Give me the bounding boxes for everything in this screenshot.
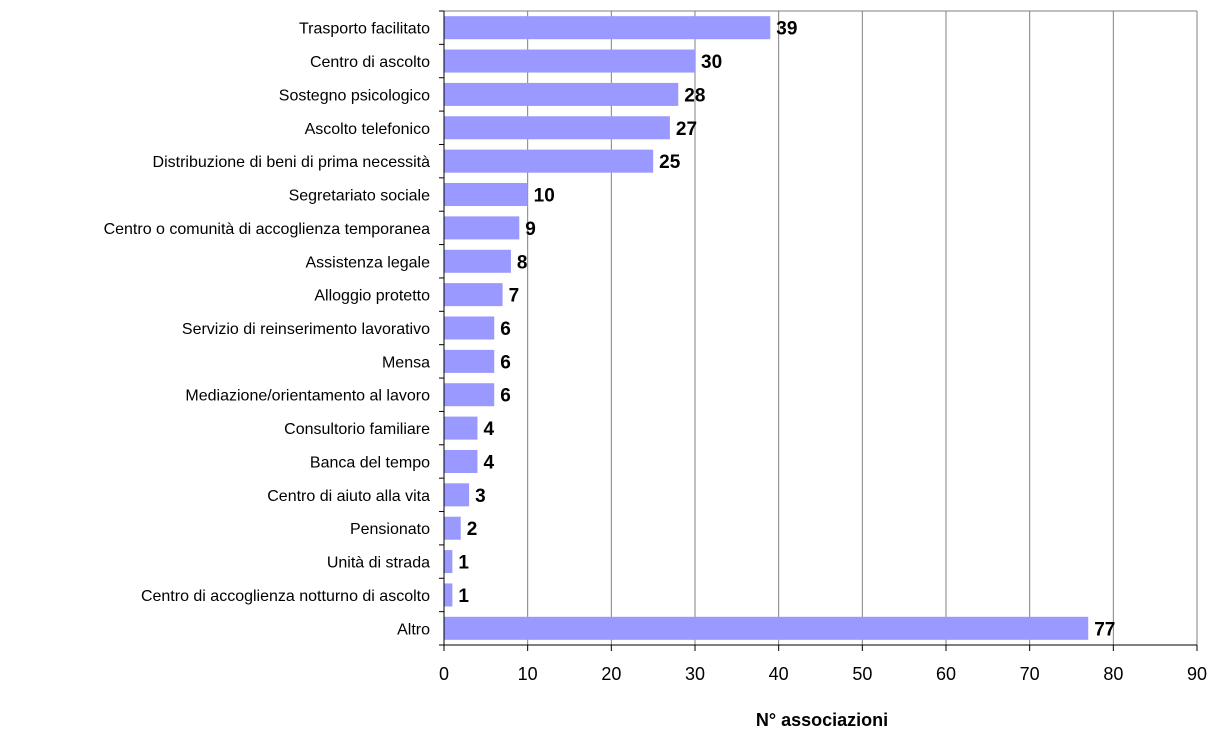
data-label: 9 (525, 219, 536, 240)
category-label: Consultorio familiare (284, 421, 430, 438)
data-label: 6 (500, 352, 511, 373)
category-label: Ascolto telefonico (305, 121, 431, 138)
bar (444, 183, 528, 207)
bar (444, 82, 679, 106)
bar (444, 49, 695, 73)
data-label: 1 (458, 553, 469, 574)
category-label: Centro o comunità di accoglienza tempora… (104, 221, 431, 238)
x-tick-label: 70 (1020, 664, 1040, 684)
x-tick-label: 90 (1187, 664, 1207, 684)
bar (444, 116, 670, 140)
data-label: 39 (776, 19, 797, 40)
category-label: Sostegno psicologico (279, 87, 430, 104)
category-labels: Trasporto facilitato Centro di ascolto Sos… (104, 21, 431, 639)
data-label: 3 (475, 486, 486, 507)
data-label: 4 (483, 419, 494, 440)
x-tick-labels: 0 10 20 30 40 50 60 70 80 90 (439, 664, 1207, 684)
data-label: 30 (701, 52, 722, 73)
axes (439, 10, 1198, 651)
category-label: Unità di strada (327, 555, 430, 572)
bar (444, 416, 478, 440)
category-label: Trasporto facilitato (299, 21, 430, 38)
x-tick-label: 80 (1103, 664, 1123, 684)
category-label: Distribuzione di beni di prima necessità (153, 154, 431, 171)
data-label: 10 (534, 186, 555, 207)
category-label: Mediazione/orientamento al lavoro (185, 388, 430, 405)
gridlines (444, 10, 1198, 645)
category-label: Servizio di reinserimento lavorativo (182, 321, 430, 338)
bar (444, 216, 520, 240)
x-tick-label: 30 (685, 664, 705, 684)
x-tick-label: 50 (852, 664, 872, 684)
data-label: 1 (458, 586, 469, 607)
bar (444, 483, 470, 507)
data-label: 4 (483, 452, 494, 473)
bar (444, 316, 495, 340)
category-label: Altro (397, 621, 430, 638)
bar (444, 383, 495, 407)
data-label: 6 (500, 319, 511, 340)
bar (444, 16, 771, 40)
category-label: Assistenza legale (305, 254, 430, 271)
x-tick-label: 60 (936, 664, 956, 684)
bar (444, 349, 495, 373)
category-label: Centro di ascolto (310, 54, 430, 71)
category-label: Segretariato sociale (289, 188, 431, 205)
bar (444, 249, 511, 273)
data-label: 8 (517, 252, 528, 273)
data-label: 7 (509, 286, 520, 307)
category-label: Centro di accoglienza notturno di ascolt… (141, 588, 430, 605)
bar (444, 449, 478, 473)
category-label: Mensa (382, 354, 430, 371)
data-label: 27 (676, 119, 697, 140)
x-axis-title: N° associazioni (756, 710, 888, 729)
category-label: Banca del tempo (310, 454, 430, 471)
data-label: 25 (659, 152, 681, 173)
data-label: 28 (684, 85, 705, 106)
bar (444, 149, 654, 173)
bar (444, 583, 453, 607)
bar (444, 616, 1089, 640)
data-label: 2 (467, 519, 478, 540)
category-label: Alloggio protetto (314, 288, 430, 305)
data-label: 77 (1094, 619, 1115, 640)
bar (444, 516, 461, 540)
bar (444, 283, 503, 307)
data-label: 6 (500, 386, 511, 407)
x-tick-label: 20 (601, 664, 621, 684)
bars (444, 16, 1089, 640)
x-tick-label: 0 (439, 664, 449, 684)
x-tick-label: 40 (769, 664, 789, 684)
category-label: Centro di aiuto alla vita (267, 488, 430, 505)
x-tick-label: 10 (518, 664, 538, 684)
bar (444, 550, 453, 574)
category-label: Pensionato (350, 521, 430, 538)
